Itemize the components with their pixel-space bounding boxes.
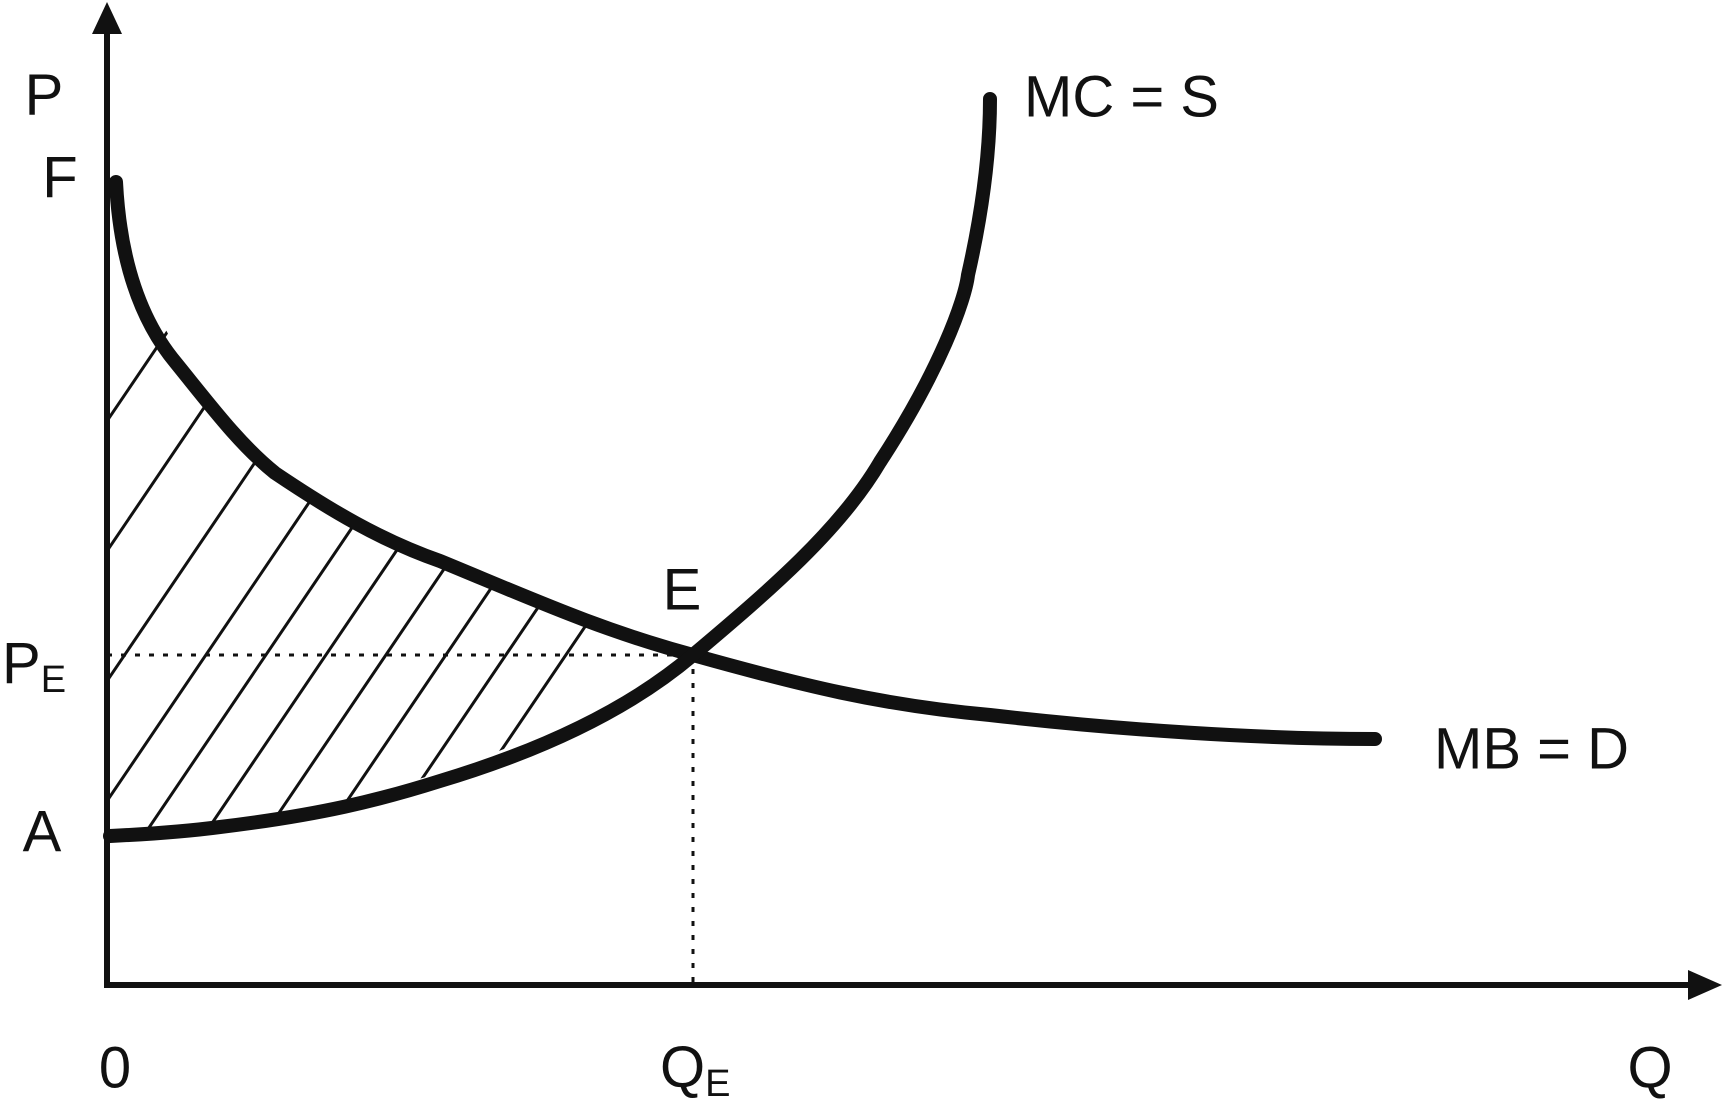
price-label: PE <box>2 631 66 701</box>
point-label: A <box>23 799 62 864</box>
quantity-label: QE <box>660 1035 730 1104</box>
supply-curve <box>103 92 997 843</box>
price-main: P <box>2 631 41 696</box>
point-label: F <box>42 145 77 210</box>
guide-lines <box>107 653 695 985</box>
demand-label: MB = D <box>1434 716 1629 781</box>
axes <box>104 20 1700 988</box>
demand-curve <box>109 175 1382 746</box>
quantity-sub: E <box>705 1063 730 1104</box>
hatching <box>110 200 693 836</box>
y-axis-label: P <box>25 62 64 127</box>
quantity-main: Q <box>660 1035 705 1100</box>
supply-label: MC = S <box>1024 64 1219 129</box>
x-arrow <box>1688 970 1722 1000</box>
x-axis-label: Q <box>1627 1035 1672 1100</box>
price-sub: E <box>41 659 66 701</box>
origin-label: 0 <box>99 1035 131 1100</box>
point-label: E <box>663 557 702 622</box>
y-arrow <box>92 2 122 34</box>
